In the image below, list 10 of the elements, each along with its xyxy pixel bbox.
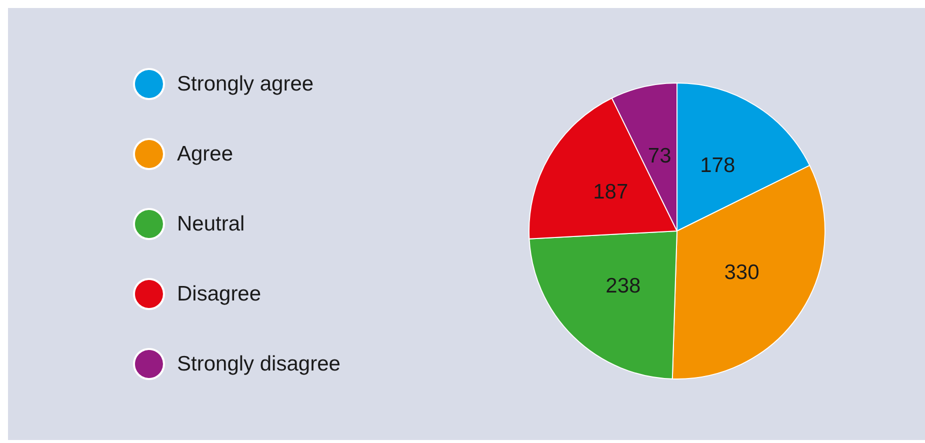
data-label: 73 <box>648 144 672 168</box>
legend-label: Neutral <box>177 212 245 236</box>
data-label: 238 <box>606 274 641 298</box>
legend-label: Strongly disagree <box>177 352 340 376</box>
data-label: 187 <box>593 180 628 204</box>
legend-label: Disagree <box>177 282 262 306</box>
legend-label: Agree <box>177 142 234 166</box>
data-label: 330 <box>724 261 760 284</box>
legend-label: Strongly agree <box>177 72 314 96</box>
data-label: 178 <box>700 154 736 178</box>
